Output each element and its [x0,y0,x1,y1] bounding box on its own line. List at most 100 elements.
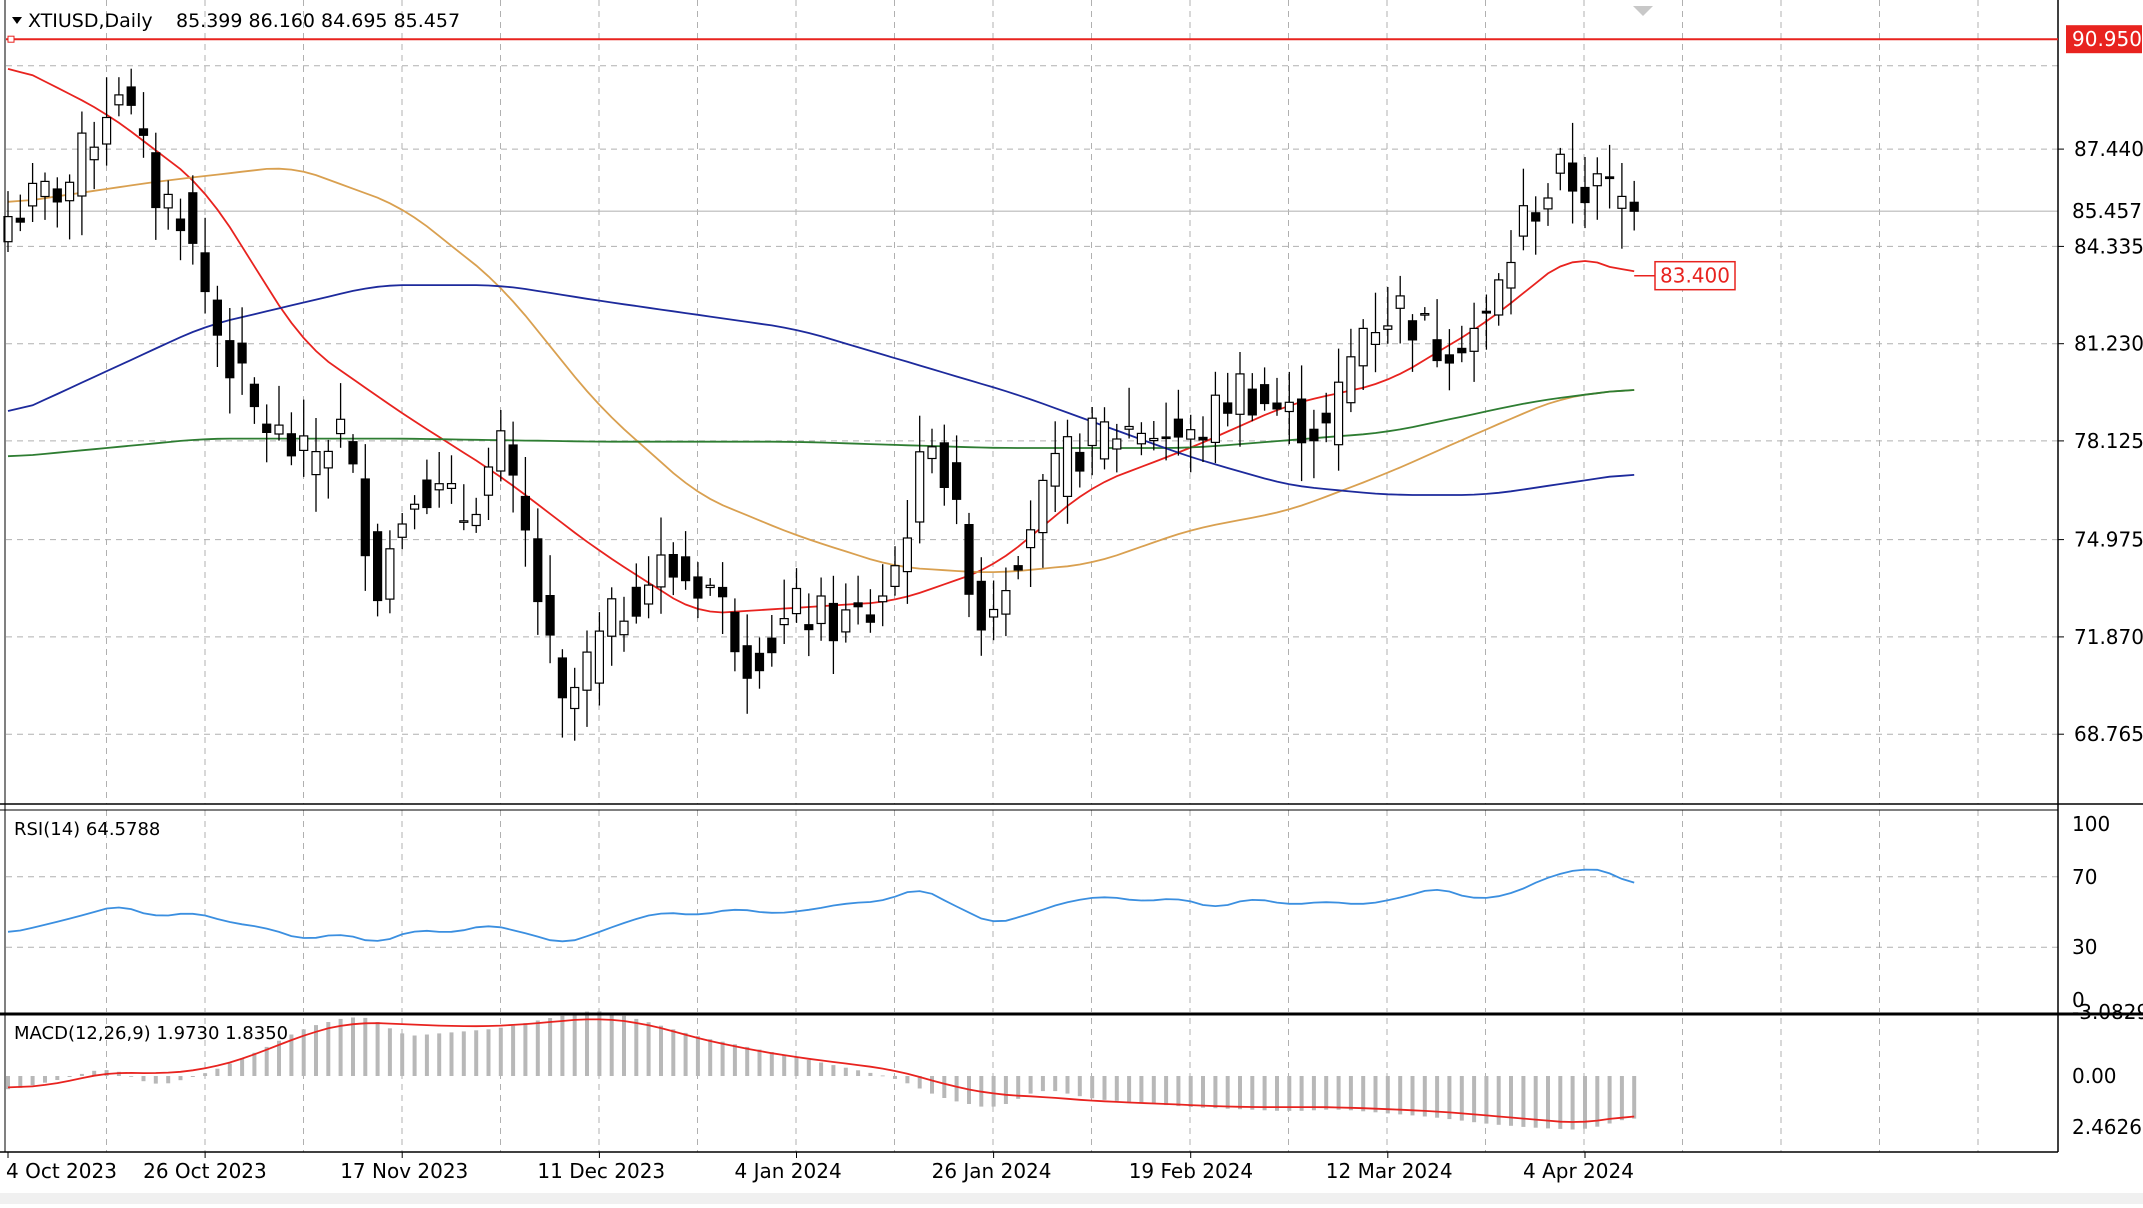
menu-triangle-icon[interactable] [12,17,22,24]
candle-bullish [1112,438,1122,450]
ma-value-label: 83.400 [1660,264,1730,288]
macd-histogram-bar [1533,1076,1538,1128]
candle-bearish [212,299,222,336]
date-axis-labels: 4 Oct 2023 26 Oct 2023 17 Nov 2023 11 De… [6,1159,1634,1183]
candle-bullish [1235,373,1245,415]
macd-histogram-bar [1065,1076,1070,1094]
macd-histogram-bar [769,1052,774,1076]
macd-histogram-bar [548,1018,553,1076]
candle-bullish [1038,479,1048,534]
macd-histogram-bar [486,1029,491,1076]
macd-histogram-bar [831,1065,836,1076]
candle-bearish [175,218,186,232]
macd-histogram-bar [880,1075,885,1077]
macd-histogram-bar [683,1032,688,1076]
macd-histogram-bar [1262,1076,1267,1111]
macd-histogram-bar [1164,1076,1169,1106]
macd-histogram-bar [1447,1076,1452,1120]
candle-bullish [1050,452,1060,487]
candle-bullish [1494,279,1504,316]
candle-bearish [286,433,296,457]
rsi-tick-label: 100 [2072,812,2110,836]
macd-histogram-bar [1176,1076,1181,1107]
macd-histogram-bar [424,1034,429,1076]
macd-histogram-bar [856,1070,861,1076]
macd-histogram-bar [1410,1076,1415,1116]
macd-histogram-bar [67,1076,72,1077]
last-price-label: 85.457 [2072,199,2142,223]
macd-histogram-bar [794,1057,799,1076]
candle-bullish [1506,261,1516,289]
candle-bullish [163,193,173,209]
candle-bullish [114,94,124,106]
moving-average-line [7,284,1635,496]
macd-histogram-bar [646,1022,651,1076]
candle-bullish [1592,173,1602,187]
candle-bullish [1358,327,1368,367]
macd-histogram-bar [745,1046,750,1076]
macd-histogram-bar [264,1046,269,1076]
candle-bearish [939,442,949,488]
macd-histogram-bar [387,1028,392,1076]
candle-bearish [804,624,814,631]
macd-histogram-bar [1398,1076,1403,1115]
macd-histogram-bar [954,1076,959,1102]
candle-bearish [1173,418,1184,438]
macd-histogram-bar [1632,1076,1637,1119]
shift-marker-icon[interactable] [1633,6,1653,16]
candle-bearish [1223,402,1233,414]
candle-bullish [40,180,50,198]
macd-histogram-bar [843,1067,848,1076]
macd-histogram-bar [597,1011,602,1076]
macd-histogram-bar [585,1011,589,1076]
date-tick-label: 17 Nov 2023 [340,1159,468,1183]
macd-histogram-bar [930,1076,934,1094]
macd-histogram-bar [1422,1076,1427,1117]
candle-bearish [1259,384,1270,405]
candle-bullish [1149,437,1159,442]
macd-histogram-bar [1348,1076,1353,1111]
candle-bearish [1481,310,1492,314]
candle-bullish [570,686,580,710]
price-tick-label: 78.125 [2074,429,2143,453]
candle-bearish [976,580,986,631]
candle-bearish [557,657,568,699]
macd-histogram-bar [1102,1076,1107,1100]
macd-histogram-bar [474,1030,479,1076]
macd-histogram-bar [141,1076,146,1082]
candle-bearish [1272,402,1282,410]
candle-bearish [1531,212,1541,222]
macd-histogram-bar [104,1070,109,1076]
macd-histogram-bar [153,1076,158,1084]
candle-bullish [1420,313,1430,316]
macd-histogram-bar [1546,1076,1550,1129]
macd-histogram-bar [1336,1076,1341,1110]
candle-bearish [138,128,149,136]
candle-bullish [1543,197,1553,210]
candle-bearish [126,86,136,106]
date-tick-label: 26 Oct 2023 [143,1159,267,1183]
macd-histogram-bar [695,1036,700,1076]
macd-histogram-bar [252,1052,257,1076]
macd-histogram-bar [215,1068,220,1076]
macd-histogram-bar [1127,1076,1132,1102]
macd-histogram-bar [375,1022,380,1076]
candle-bullish [1370,332,1381,346]
rsi-line [7,868,1635,943]
candle-bullish [471,513,481,527]
macd-histogram-bar [1385,1076,1390,1114]
candle-bearish [717,586,728,598]
macd-histogram-bar [301,1029,306,1076]
candle-bullish [28,182,38,207]
macd-histogram-bar [498,1027,503,1076]
macd-histogram-bar [18,1076,23,1088]
candle-bearish [262,423,272,434]
macd-histogram-bar [1213,1076,1218,1109]
candle-bearish [1407,320,1418,341]
macd-histogram-bar [708,1039,713,1076]
candle-bullish [311,451,321,476]
macd-histogram-bar [1003,1076,1008,1104]
macd-histogram-bar [720,1041,725,1076]
